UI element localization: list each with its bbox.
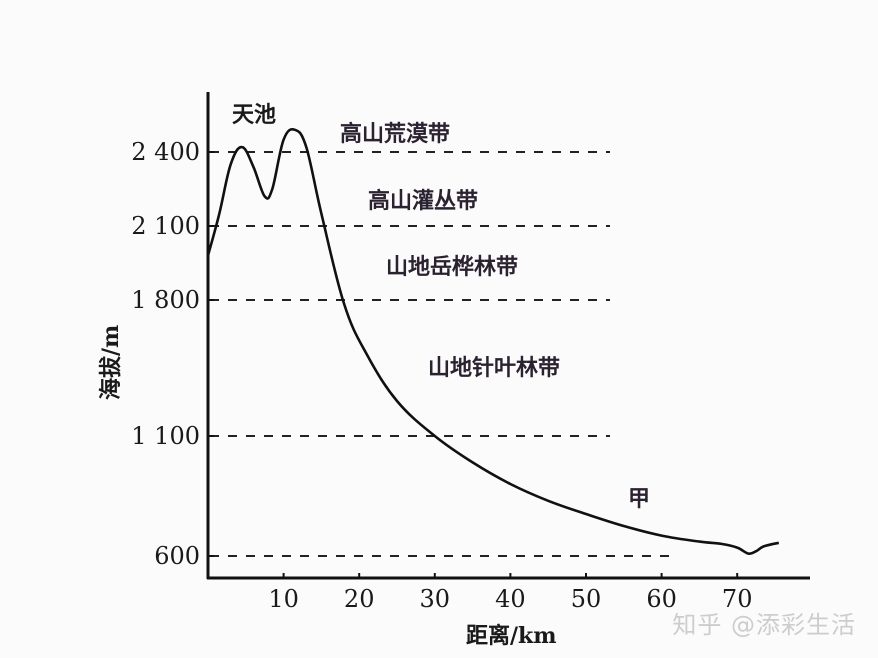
zone-alpine-desert-label: 高山荒漠带 [340, 121, 450, 147]
x-tick-label: 60 [646, 585, 677, 613]
x-tick-label: 40 [495, 585, 526, 613]
y-tick-label: 600 [154, 542, 200, 570]
gridlines [210, 151, 676, 557]
watermark: 知乎 @添彩生活 [672, 611, 856, 639]
terrain-profile-line [206, 127, 780, 556]
zone-conifer-forest-label: 山地针叶林带 [428, 355, 560, 381]
y-tick-label: 2 100 [131, 212, 200, 240]
x-axis-title: 距离/km [466, 623, 557, 649]
x-tick-label: 30 [420, 585, 451, 613]
y-axis-title: 海拔/m [98, 325, 124, 400]
zone-alpine-shrub-label: 高山灌丛带 [368, 188, 478, 214]
y-tick-label: 1 800 [131, 286, 200, 314]
y-tick-label: 2 400 [131, 138, 200, 166]
point-jia-label: 甲 [628, 487, 650, 512]
y-tick-label: 1 100 [131, 422, 200, 450]
x-tick-labels: 10 20 30 40 50 60 70 [268, 573, 752, 613]
tianchi-label: 天池 [232, 102, 276, 128]
x-tick-label: 20 [344, 585, 375, 613]
x-tick-label: 50 [571, 585, 602, 613]
axes [206, 92, 810, 580]
zone-birch-forest-label: 山地岳桦林带 [386, 254, 518, 280]
x-tick-label: 70 [722, 585, 753, 613]
x-tick-label: 10 [268, 585, 299, 613]
y-tick-labels: 600 1 100 1 800 2 100 2 400 [131, 138, 214, 570]
